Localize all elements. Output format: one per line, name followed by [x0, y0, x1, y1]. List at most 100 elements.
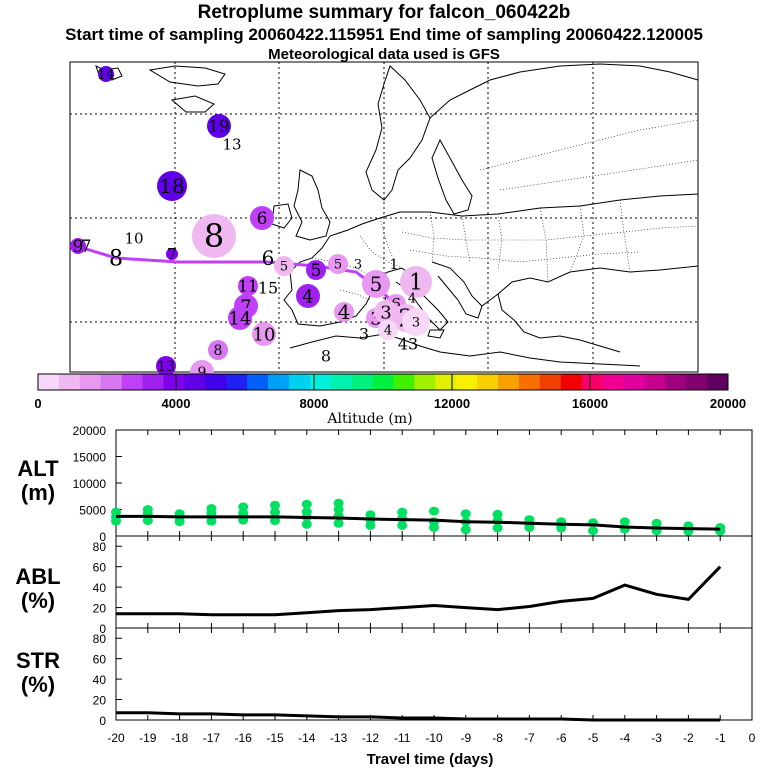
colorbar-swatch	[539, 374, 562, 390]
x-tick-label: -2	[683, 731, 694, 745]
y-tick-label: 0	[99, 530, 106, 544]
map-marker-label: 18	[159, 174, 184, 198]
map-marker	[296, 284, 320, 308]
x-tick-label: -10	[425, 731, 443, 745]
colorbar-swatch	[100, 374, 123, 390]
colorbar-swatch	[518, 374, 541, 390]
scatter-point	[333, 505, 344, 514]
map-marker-label: 3	[380, 302, 391, 323]
y-tick-label: 20	[93, 602, 107, 616]
map-marker	[274, 256, 294, 276]
map-marker-label: 13	[222, 135, 241, 153]
map-marker-label: 15	[258, 279, 278, 298]
scatter-point	[588, 526, 598, 536]
y-tick-label: 20000	[73, 424, 107, 438]
colorbar-swatch	[644, 374, 666, 390]
scatter-point	[619, 517, 630, 527]
map-marker-label: 5	[334, 258, 342, 273]
map-marker	[156, 356, 176, 376]
sampling-times: Start time of sampling 20060422.115951 E…	[65, 25, 703, 44]
colorbar-swatch	[247, 374, 269, 390]
chart-title: Retroplume summary for falcon_060422b	[197, 2, 571, 23]
y-tick-label: 40	[93, 581, 107, 595]
map-borders	[311, 119, 699, 301]
map-marker-label: 7	[240, 296, 251, 317]
map-marker-label: 7	[167, 245, 177, 264]
map-marker-label: 19	[208, 117, 230, 137]
scatter-point	[492, 509, 503, 519]
colorbar: 0 4000 8000 12000 16000 20000	[34, 373, 746, 411]
map-marker-label: 3	[359, 325, 369, 344]
map-marker	[228, 306, 252, 330]
series-line	[116, 711, 721, 722]
map-marker-label: 6	[257, 209, 268, 229]
y-tick-label: 80	[93, 632, 107, 646]
colorbar-swatch	[351, 374, 374, 390]
map-marker	[238, 276, 258, 296]
series-line	[116, 514, 721, 531]
x-axis-label: Travel time (days)	[367, 751, 494, 768]
map-marker-label: 4	[302, 286, 313, 307]
colorbar-swatch	[581, 374, 604, 390]
map-marker-label: 43	[398, 335, 418, 354]
scatter-point	[460, 525, 471, 535]
y-tick-label: 40	[93, 673, 107, 687]
map-marker	[378, 320, 398, 340]
map-marker	[250, 206, 274, 230]
y-tick-label: 20	[93, 694, 107, 708]
y-tick-label: 60	[93, 561, 107, 575]
map-marker	[98, 66, 114, 82]
map-marker-label: 5	[311, 261, 322, 281]
colorbar-swatch	[498, 374, 520, 390]
map-marker-label: 10	[124, 229, 143, 247]
y-tick-label: 0	[99, 714, 106, 728]
colorbar-swatch	[707, 374, 729, 390]
map-marker-label: 10	[253, 324, 276, 345]
map-marker	[208, 340, 228, 360]
map-marker	[402, 308, 430, 336]
colorbar-swatch	[163, 374, 185, 390]
scatter-point	[270, 507, 280, 517]
alt-label: ALT	[17, 456, 59, 481]
colorbar-swatch	[79, 374, 102, 390]
scatter-point	[333, 518, 344, 528]
colorbar-swatch	[38, 374, 60, 390]
panel-frame	[115, 627, 753, 721]
colorbar-swatch	[309, 374, 332, 390]
colorbar-swatch	[58, 374, 81, 390]
colorbar-swatch	[477, 374, 499, 390]
map-marker-label: 3	[370, 308, 381, 329]
map-marker-label: 11	[238, 277, 258, 296]
map-marker-label: 5	[370, 272, 383, 296]
x-tick-label: -16	[235, 731, 253, 745]
scatter-point	[429, 506, 439, 516]
scatter-point	[397, 520, 408, 530]
scatter-point	[333, 498, 344, 508]
colorbar-swatch	[393, 374, 415, 390]
colorbar-swatch	[623, 374, 645, 390]
map-marker-label: 9	[73, 237, 84, 257]
colorbar-swatch	[602, 374, 624, 390]
scatter-point	[397, 507, 408, 517]
map-markers: 1419131868109787655531514111547436321410…	[70, 66, 432, 384]
scatter-point	[238, 502, 249, 512]
colorbar-tick-label: 0	[34, 396, 41, 411]
map-marker-label: 4	[408, 292, 416, 307]
map-marker-label: 1	[390, 257, 399, 273]
x-tick-label: -8	[492, 731, 503, 745]
x-tick-label: -4	[619, 731, 630, 745]
y-tick-label: 60	[93, 653, 107, 667]
str-label: STR	[16, 648, 60, 673]
abl-unit: (%)	[21, 588, 55, 613]
colorbar-tick-label: 8000	[300, 396, 329, 411]
map-marker-label: 9	[198, 365, 207, 381]
map-marker	[362, 270, 390, 298]
abl-label: ABL	[15, 564, 60, 589]
scatter-point	[460, 509, 471, 519]
colorbar-tick-label: 16000	[572, 396, 608, 411]
scatter-point	[301, 507, 312, 517]
colorbar-swatch	[560, 374, 583, 390]
y-tick-label: 80	[93, 540, 107, 554]
x-tick-label: -19	[139, 731, 157, 745]
colorbar-swatch	[226, 374, 248, 390]
